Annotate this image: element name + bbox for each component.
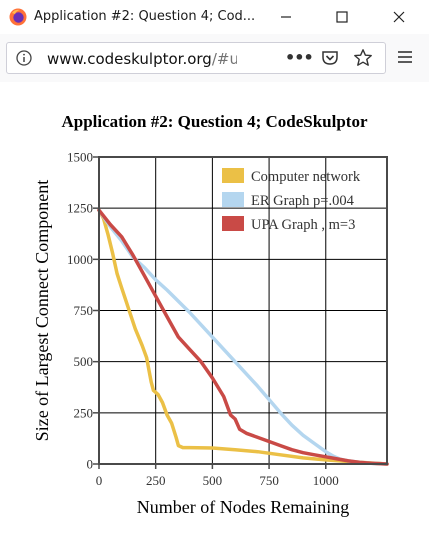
- legend-swatch: [222, 192, 244, 207]
- minimize-button[interactable]: [264, 3, 308, 31]
- x-tick-label: 500: [203, 473, 223, 488]
- axis-tick-labels: 0 250 500 750 1000 1250 1500 0 250 500 750 1000: [67, 150, 339, 489]
- series-line: [97, 208, 389, 466]
- x-tick-label: 750: [259, 473, 279, 488]
- legend-label: ER Graph p=.004: [251, 193, 355, 209]
- series-lines: [97, 208, 389, 466]
- series-line: [97, 208, 389, 466]
- bookmark-star-icon[interactable]: [353, 48, 373, 68]
- y-tick-label: 1250: [67, 201, 93, 216]
- url-text[interactable]: www.codeskulptor.org/#user4: [47, 50, 237, 68]
- window-titlebar: Application #2: Question 4; Cod...: [0, 0, 429, 34]
- legend: Computer network ER Graph p=.004 UPA Graph…: [222, 168, 361, 233]
- close-button[interactable]: [377, 3, 421, 31]
- y-tick-label: 750: [74, 303, 94, 318]
- x-tick-label: 250: [146, 473, 166, 488]
- legend-label: Computer network: [251, 169, 361, 185]
- x-tick-label: 0: [96, 473, 103, 488]
- hamburger-menu-icon[interactable]: [397, 50, 413, 64]
- y-tick-label: 1500: [67, 150, 93, 165]
- page-content: Application #2: Question 4; CodeSkulptor…: [0, 82, 429, 551]
- address-bar[interactable]: www.codeskulptor.org/#user4 •••: [6, 42, 386, 74]
- series-line: [97, 208, 389, 466]
- maximize-icon: [336, 11, 348, 23]
- y-tick-label: 500: [74, 354, 94, 369]
- y-tick-label: 250: [74, 405, 94, 420]
- legend-swatch: [222, 216, 244, 231]
- info-icon[interactable]: [16, 50, 32, 66]
- x-axis-label: Number of Nodes Remaining: [137, 497, 349, 517]
- line-chart: 0 250 500 750 1000 1250 1500 0 250 500 750 1000 Num…: [32, 150, 389, 517]
- legend-label: UPA Graph , m=3: [251, 217, 355, 233]
- minimize-icon: [281, 16, 291, 18]
- url-host: www.codeskulptor.org: [47, 50, 212, 68]
- pocket-icon[interactable]: [321, 49, 339, 67]
- close-icon: [393, 11, 405, 23]
- y-axis-label: Size of Largest Connect Component: [32, 180, 52, 442]
- legend-swatch: [222, 168, 244, 183]
- x-tick-label: 1000: [313, 473, 339, 488]
- chart-title: Application #2: Question 4; CodeSkulptor: [61, 112, 368, 131]
- navigation-toolbar: www.codeskulptor.org/#user4 •••: [0, 34, 429, 83]
- tab-title[interactable]: Application #2: Question 4; Cod...: [34, 9, 256, 24]
- firefox-icon: [9, 8, 27, 26]
- page-actions-button[interactable]: •••: [285, 48, 314, 67]
- y-tick-label: 0: [87, 457, 94, 472]
- url-path: /#user4: [211, 50, 237, 68]
- maximize-button[interactable]: [320, 3, 364, 31]
- y-tick-label: 1000: [67, 252, 93, 267]
